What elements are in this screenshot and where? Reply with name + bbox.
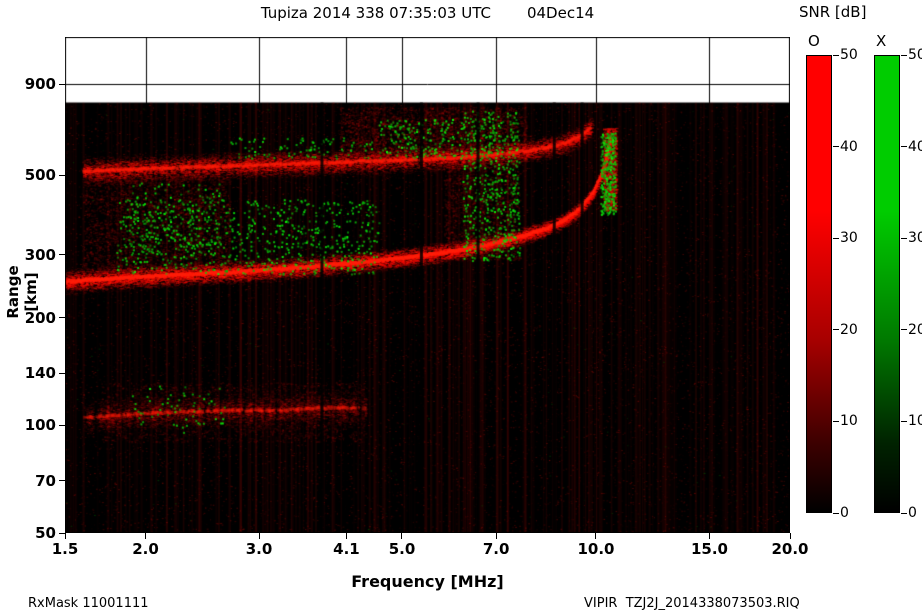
x-tick-label: 1.5 — [51, 540, 79, 558]
colorbar-x-tick-mark — [901, 420, 907, 422]
colorbar-o-tick-mark — [833, 420, 839, 422]
y-axis-label: Range [km] — [4, 265, 40, 319]
colorbar-o-tick-mark — [833, 512, 839, 514]
colorbar-x-tick-label: 30 — [908, 230, 922, 247]
rxmask-text: RxMask 11001111 — [28, 596, 149, 611]
colorbar-o-tick-label: 20 — [840, 321, 858, 338]
source-file-text: VIPIR TZJ2J_2014338073503.RIQ — [584, 596, 800, 611]
x-tick-mark — [595, 533, 597, 539]
colorbar-o-gradient — [806, 55, 832, 513]
colorbar-x-tick-label: 0 — [908, 505, 917, 521]
colorbar-o-tick-label: 50 — [840, 47, 858, 63]
colorbar-o-tick-mark — [833, 237, 839, 239]
x-axis-label: Frequency [MHz] — [351, 572, 504, 591]
colorbar-x-tick-mark — [901, 146, 907, 148]
colorbar-x-tick-mark — [901, 512, 907, 514]
x-tick-label: 20.0 — [771, 540, 809, 558]
x-tick-label: 4.1 — [333, 540, 360, 558]
y-tick-label: 100 — [24, 416, 56, 435]
colorbar-o-tick-mark — [833, 54, 839, 56]
colorbar-x-mode-label: X — [876, 32, 887, 50]
y-tick-label: 300 — [24, 245, 56, 264]
x-tick-mark — [258, 533, 260, 539]
y-tick-label: 200 — [24, 308, 56, 327]
x-tick-mark — [708, 533, 710, 539]
x-tick-label: 7.0 — [482, 540, 510, 558]
x-tick-label: 15.0 — [690, 540, 728, 558]
x-tick-label: 5.0 — [388, 540, 416, 558]
colorbar-x-gradient — [874, 55, 900, 513]
colorbar-o-tick-mark — [833, 146, 839, 148]
x-tick-mark — [64, 533, 66, 539]
plot-date: 04Dec14 — [526, 4, 595, 22]
y-tick-label: 900 — [24, 75, 56, 94]
colorbar-o-tick-label: 0 — [840, 505, 849, 521]
y-tick-label: 140 — [24, 364, 56, 383]
colorbar-o-mode-label: O — [808, 32, 820, 50]
colorbar-o-tick-label: 40 — [840, 138, 858, 155]
colorbar-x-tick-label: 20 — [908, 321, 922, 338]
colorbar-x-tick-mark — [901, 329, 907, 331]
colorbar-title: SNR [dB] — [799, 3, 867, 21]
colorbar-o-tick-label: 10 — [840, 413, 858, 430]
y-tick-label: 70 — [35, 471, 56, 490]
colorbar-o-tick-label: 30 — [840, 230, 858, 247]
colorbar-x-tick-mark — [901, 237, 907, 239]
colorbar-x-tick-label: 50 — [908, 47, 922, 63]
colorbar-x-tick-mark — [901, 54, 907, 56]
y-tick-label: 500 — [24, 166, 56, 185]
x-tick-mark — [345, 533, 347, 539]
x-tick-label: 2.0 — [132, 540, 159, 558]
x-tick-mark — [145, 533, 147, 539]
colorbar-x-tick-label: 10 — [908, 413, 922, 430]
colorbar-o-tick-mark — [833, 329, 839, 331]
plot-title: Tupiza 2014 338 07:35:03 UTC — [260, 4, 491, 22]
plot-header: Tupiza 2014 338 07:35:03 UTC 04Dec14 — [65, 4, 790, 22]
x-tick-label: 3.0 — [245, 540, 273, 558]
x-tick-mark — [401, 533, 403, 539]
x-tick-label: 10.0 — [577, 540, 615, 558]
y-tick-label: 50 — [35, 524, 56, 542]
x-tick-mark — [789, 533, 791, 539]
ionogram-plot-canvas — [65, 37, 790, 533]
colorbar-x-tick-label: 40 — [908, 138, 922, 155]
x-tick-mark — [495, 533, 497, 539]
